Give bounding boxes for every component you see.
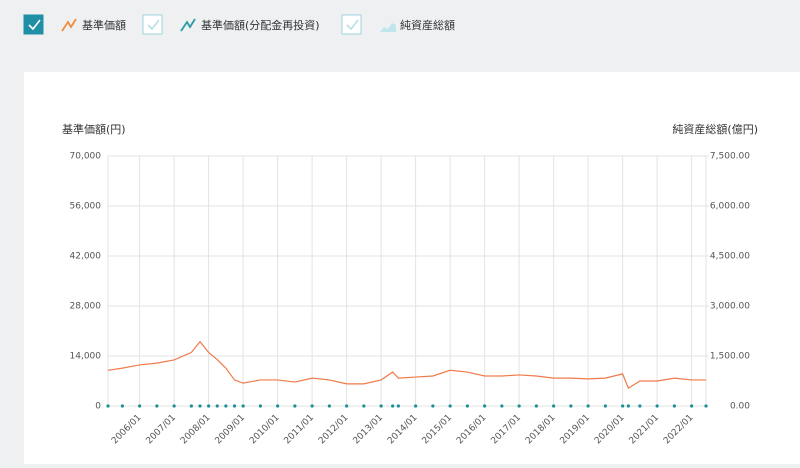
y-tick-label: 28,000 (70, 302, 102, 312)
checkbox[interactable] (23, 14, 44, 35)
data-point (414, 404, 418, 408)
data-point (465, 404, 469, 408)
data-point (552, 404, 556, 408)
data-point (120, 404, 124, 408)
legend-icon (380, 23, 396, 32)
y2-axis-title: 純資産総額(億円) (672, 122, 758, 136)
data-point (672, 404, 676, 408)
data-point (215, 404, 219, 408)
y2-tick-label: 1,500.00 (710, 352, 750, 362)
legend-label[interactable]: 基準価額 (82, 18, 126, 32)
series-line (107, 340, 706, 390)
data-point (258, 404, 262, 408)
checkbox[interactable] (341, 14, 362, 35)
y2-tick-label: 3,000.00 (710, 302, 750, 312)
data-point (391, 404, 395, 408)
y2-tick-label: 7,500.00 (710, 152, 750, 162)
data-point (655, 404, 659, 408)
data-point (224, 404, 228, 408)
y-tick-label: 42,000 (70, 252, 102, 262)
data-point (500, 404, 504, 408)
data-point (621, 404, 625, 408)
data-point (241, 404, 245, 408)
data-point (189, 404, 193, 408)
data-point (232, 404, 237, 408)
data-point (534, 404, 538, 408)
y-tick-label: 0 (95, 402, 101, 412)
check-mark (28, 19, 41, 31)
y2-tick-label: 6,000.00 (710, 202, 750, 212)
check-mark (147, 19, 160, 31)
data-point (638, 404, 642, 408)
data-point (106, 404, 110, 408)
data-point (517, 404, 521, 408)
legend-icon (180, 18, 196, 32)
y-tick-label: 14,000 (70, 352, 102, 362)
data-point (293, 404, 297, 408)
chart-panel (24, 72, 800, 464)
legend-icon (61, 18, 77, 32)
data-point (207, 404, 211, 408)
data-point (704, 404, 708, 408)
legend-label[interactable]: 純資産総額 (400, 18, 455, 32)
legend-label[interactable]: 基準価額(分配金再投資) (201, 18, 320, 32)
data-point (198, 404, 202, 408)
data-point (586, 404, 590, 408)
data-point (569, 404, 573, 408)
y-tick-label: 56,000 (70, 202, 102, 212)
data-point (362, 404, 366, 408)
data-point (345, 404, 349, 408)
y2-tick-label: 4,500.00 (710, 252, 750, 262)
data-point (172, 404, 176, 408)
check-mark (346, 19, 359, 31)
data-point (138, 404, 142, 408)
y-axis-title: 基準価額(円) (62, 122, 126, 136)
data-point (690, 404, 694, 408)
data-point (626, 404, 630, 408)
data-point (276, 404, 280, 408)
data-point (483, 404, 487, 408)
data-point (155, 404, 159, 408)
data-point (431, 404, 435, 408)
data-point (396, 404, 400, 408)
checkbox[interactable] (142, 14, 163, 35)
y-tick-label: 70,000 (70, 152, 102, 162)
data-point (448, 404, 452, 408)
y2-tick-label: 0.00 (730, 402, 750, 412)
data-point (310, 404, 314, 408)
data-point (327, 404, 331, 408)
data-point (379, 404, 383, 408)
data-point (603, 404, 607, 408)
